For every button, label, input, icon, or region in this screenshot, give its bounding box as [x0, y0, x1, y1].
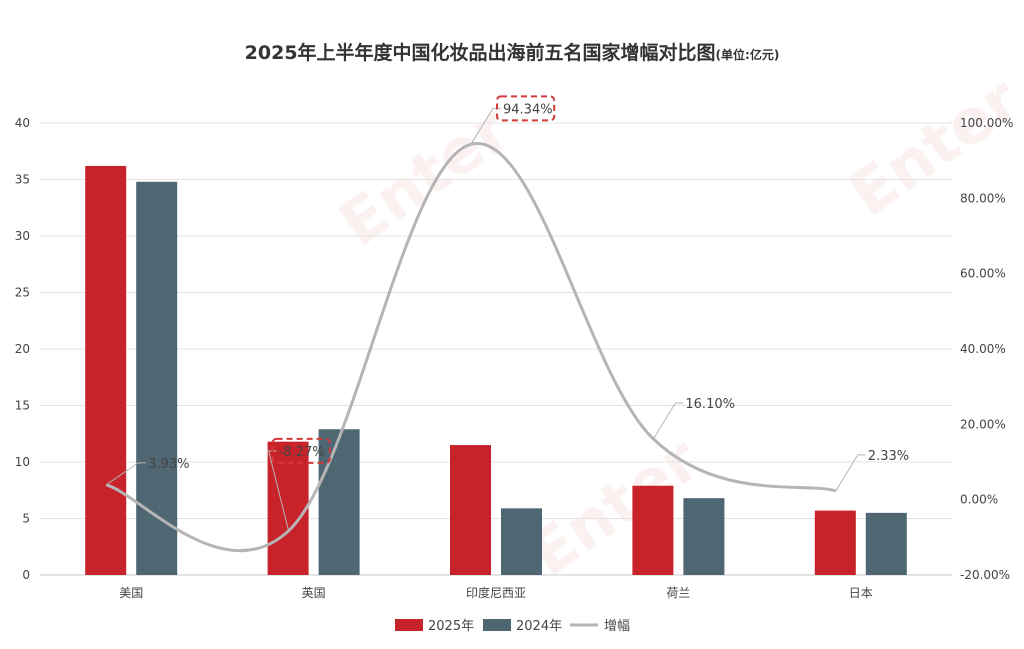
- chart-title: 2025年上半年度中国化妆品出海前五名国家增幅对比图(单位:亿元): [0, 38, 1024, 65]
- bar-2024: [136, 181, 178, 575]
- x-tick-label: 印度尼西亚: [466, 585, 526, 600]
- data-label-leader: [105, 462, 147, 486]
- legend-label-2024: 2024年: [516, 619, 562, 634]
- y-right-tick-label: -20.00%: [960, 568, 1010, 582]
- y-left-tick-label: 15: [15, 399, 30, 413]
- legend-swatch-2024: [483, 619, 511, 631]
- x-tick-label: 日本: [849, 586, 873, 600]
- data-label-leader: [652, 402, 684, 440]
- data-label-leader: [835, 454, 866, 492]
- y-left-tick-label: 35: [15, 173, 30, 187]
- y-right-tick-label: 80.00%: [960, 191, 1006, 205]
- data-label: 2.33%: [868, 449, 909, 464]
- y-left-tick-label: 40: [15, 116, 30, 130]
- y-right-tick-label: 20.00%: [960, 417, 1006, 431]
- y-left-tick-label: 25: [15, 286, 30, 300]
- bar-2024: [318, 429, 360, 575]
- data-label: -8.27%: [279, 445, 325, 460]
- y-left-tick-label: 20: [15, 342, 30, 356]
- data-label: 3.93%: [148, 457, 189, 472]
- x-tick-label: 英国: [302, 586, 326, 600]
- x-tick-label: 荷兰: [666, 586, 690, 600]
- bar-2025: [450, 445, 491, 575]
- bar-2025: [267, 441, 309, 575]
- data-label: 94.34%: [503, 102, 553, 117]
- bar-2025: [85, 165, 127, 575]
- data-label-highlight-box: [496, 95, 556, 122]
- growth-line: [105, 142, 837, 553]
- bar-2024: [683, 498, 725, 575]
- legend-label-2025: 2025年: [428, 619, 474, 634]
- y-left-tick-label: 0: [22, 568, 30, 582]
- data-label-leader: [470, 107, 501, 145]
- y-right-tick-label: 60.00%: [960, 267, 1006, 281]
- y-left-tick-label: 5: [22, 512, 30, 526]
- legend-label-growth: 增幅: [604, 619, 630, 634]
- data-label: 16.10%: [685, 397, 735, 412]
- y-left-tick-label: 30: [15, 229, 30, 243]
- y-right-tick-label: 0.00%: [960, 493, 998, 507]
- bar-2025: [814, 510, 856, 575]
- data-label-leader: [267, 450, 290, 531]
- bar-2024: [501, 508, 542, 575]
- data-label-highlight-box: [271, 437, 331, 464]
- chart-title-text: 2025年上半年度中国化妆品出海前五名国家增幅对比图: [244, 42, 716, 64]
- bar-2025: [632, 485, 674, 575]
- x-tick-label: 美国: [119, 586, 143, 600]
- y-right-tick-label: 40.00%: [960, 342, 1006, 356]
- y-left-tick-label: 10: [15, 455, 30, 469]
- chart-title-unit: (单位:亿元): [715, 48, 780, 62]
- bar-2024: [865, 512, 907, 575]
- legend-swatch-2025: [395, 619, 423, 631]
- y-right-tick-label: 100.00%: [960, 116, 1013, 130]
